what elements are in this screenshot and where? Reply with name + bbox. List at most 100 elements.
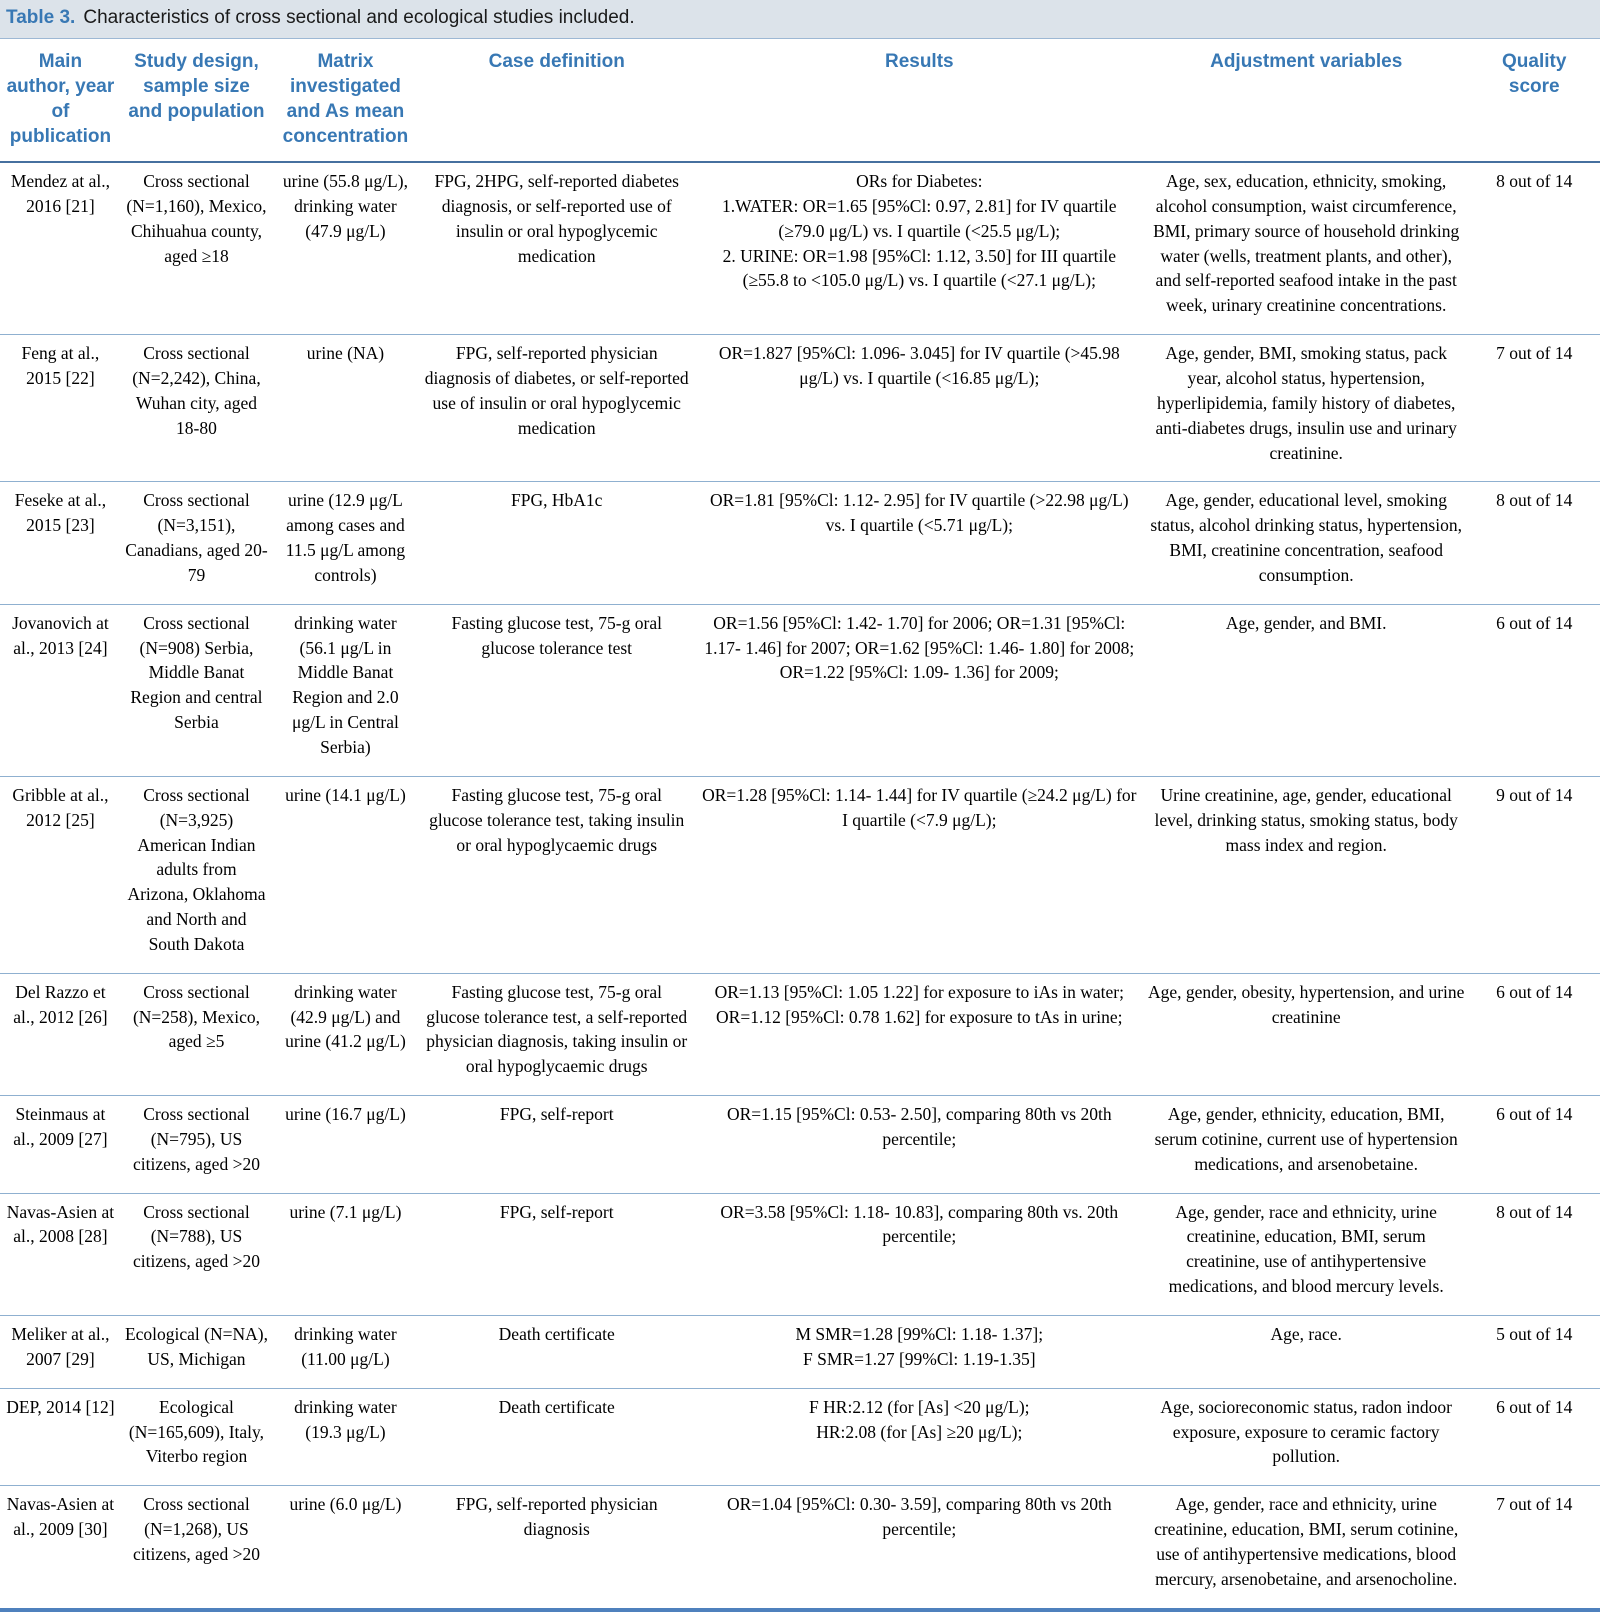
- cell-results: F HR:2.12 (for [As] <20 μg/L); HR:2.08 (…: [694, 1388, 1144, 1487]
- cell-quality: 8 out of 14: [1468, 481, 1600, 605]
- header-row: Main author, year of publication Study de…: [0, 38, 1600, 164]
- cell-case_definition: FPG, self-reported physician diagnosis o…: [418, 334, 695, 483]
- cell-matrix: urine (55.8 μg/L), drinking water (47.9 …: [272, 162, 419, 336]
- cell-results: M SMR=1.28 [99%Cl: 1.18- 1.37]; F SMR=1.…: [694, 1315, 1144, 1389]
- table-header: Main author, year of publication Study de…: [0, 38, 1600, 164]
- cell-adjustment: Age, gender, educational level, smoking …: [1143, 481, 1469, 605]
- cell-author: Mendez at al., 2016 [21]: [0, 162, 121, 336]
- cell-author: Feng at al., 2015 [22]: [0, 334, 121, 483]
- table-row: DEP, 2014 [12] Ecological (N=165,609), It…: [0, 1388, 1600, 1487]
- column-header-adjustment: Adjustment variables: [1143, 38, 1469, 164]
- cell-author: DEP, 2014 [12]: [0, 1388, 121, 1487]
- cell-matrix: drinking water (11.00 μg/L): [272, 1315, 419, 1389]
- cell-matrix: drinking water (42.9 μg/L) and urine (41…: [272, 973, 419, 1097]
- table-body: Mendez at al., 2016 [21] Cross sectional …: [0, 162, 1600, 1612]
- table-caption-text: Characteristics of cross sectional and e…: [83, 7, 635, 28]
- cell-adjustment: Age, gender, BMI, smoking status, pack y…: [1143, 334, 1469, 483]
- cell-adjustment: Age, socioreconomic status, radon indoor…: [1143, 1388, 1469, 1487]
- cell-quality: 6 out of 14: [1468, 1388, 1600, 1487]
- column-header-quality: Quality score: [1468, 38, 1600, 164]
- cell-adjustment: Age, gender, obesity, hypertension, and …: [1143, 973, 1469, 1097]
- cell-case_definition: Fasting glucose test, 75-g oral glucose …: [418, 973, 695, 1097]
- cell-results: OR=1.13 [95%Cl: 1.05 1.22] for exposure …: [694, 973, 1144, 1097]
- cell-results: OR=1.56 [95%Cl: 1.42- 1.70] for 2006; OR…: [694, 604, 1144, 777]
- table-row: Feng at al., 2015 [22] Cross sectional (N…: [0, 334, 1600, 483]
- cell-case_definition: Fasting glucose test, 75-g oral glucose …: [418, 776, 695, 974]
- cell-design: Ecological (N=NA), US, Michigan: [120, 1315, 273, 1389]
- cell-design: Cross sectional (N=1,160), Mexico, Chihu…: [120, 162, 273, 336]
- cell-case_definition: FPG, 2HPG, self-reported diabetes diagno…: [418, 162, 695, 336]
- cell-design: Cross sectional (N=2,242), China, Wuhan …: [120, 334, 273, 483]
- cell-quality: 7 out of 14: [1468, 1485, 1600, 1612]
- cell-author: Gribble at al., 2012 [25]: [0, 776, 121, 974]
- cell-results: OR=1.04 [95%Cl: 0.30- 3.59], comparing 8…: [694, 1485, 1144, 1612]
- table-row: Gribble at al., 2012 [25] Cross sectional…: [0, 776, 1600, 974]
- table-label: Table 3.: [6, 7, 76, 28]
- cell-case_definition: FPG, self-reported physician diagnosis: [418, 1485, 695, 1612]
- cell-design: Cross sectional (N=3,925) American India…: [120, 776, 273, 974]
- cell-results: OR=1.15 [95%Cl: 0.53- 2.50], comparing 8…: [694, 1095, 1144, 1194]
- cell-matrix: urine (12.9 μg/L among cases and 11.5 μg…: [272, 481, 419, 605]
- table-row: Feseke at al., 2015 [23] Cross sectional …: [0, 481, 1600, 605]
- column-header-results: Results: [694, 38, 1144, 164]
- cell-matrix: drinking water (19.3 μg/L): [272, 1388, 419, 1487]
- cell-author: Meliker at al., 2007 [29]: [0, 1315, 121, 1389]
- cell-case_definition: Death certificate: [418, 1388, 695, 1487]
- table-caption-bar: Table 3. Characteristics of cross section…: [0, 0, 1600, 39]
- cell-matrix: urine (NA): [272, 334, 419, 483]
- cell-quality: 9 out of 14: [1468, 776, 1600, 974]
- cell-adjustment: Age, gender, race and ethnicity, urine c…: [1143, 1485, 1469, 1612]
- cell-adjustment: Age, gender, ethnicity, education, BMI, …: [1143, 1095, 1469, 1194]
- cell-case_definition: Death certificate: [418, 1315, 695, 1389]
- table-row: Mendez at al., 2016 [21] Cross sectional …: [0, 162, 1600, 336]
- cell-results: ORs for Diabetes: 1.WATER: OR=1.65 [95%C…: [694, 162, 1144, 336]
- cell-adjustment: Age, gender, and BMI.: [1143, 604, 1469, 777]
- table-row: Del Razzo et al., 2012 [26] Cross section…: [0, 973, 1600, 1097]
- table-row: Steinmaus at al., 2009 [27] Cross section…: [0, 1095, 1600, 1194]
- cell-design: Cross sectional (N=258), Mexico, aged ≥5: [120, 973, 273, 1097]
- table-row: Navas-Asien at al., 2009 [30] Cross secti…: [0, 1485, 1600, 1612]
- cell-case_definition: FPG, HbA1c: [418, 481, 695, 605]
- cell-matrix: drinking water (56.1 μg/L in Middle Bana…: [272, 604, 419, 777]
- cell-results: OR=3.58 [95%Cl: 1.18- 10.83], comparing …: [694, 1193, 1144, 1317]
- cell-results: OR=1.81 [95%Cl: 1.12- 2.95] for IV quart…: [694, 481, 1144, 605]
- studies-table: Main author, year of publication Study de…: [0, 38, 1600, 1612]
- column-header-design: Study design, sample size and population: [120, 38, 273, 164]
- cell-design: Cross sectional (N=908) Serbia, Middle B…: [120, 604, 273, 777]
- cell-quality: 6 out of 14: [1468, 1095, 1600, 1194]
- table-row: Jovanovich at al., 2013 [24] Cross sectio…: [0, 604, 1600, 777]
- cell-adjustment: Age, race.: [1143, 1315, 1469, 1389]
- table-row: Meliker at al., 2007 [29] Ecological (N=N…: [0, 1315, 1600, 1389]
- cell-design: Cross sectional (N=1,268), US citizens, …: [120, 1485, 273, 1612]
- cell-author: Navas-Asien at al., 2008 [28]: [0, 1193, 121, 1317]
- cell-quality: 8 out of 14: [1468, 1193, 1600, 1317]
- cell-matrix: urine (7.1 μg/L): [272, 1193, 419, 1317]
- column-header-matrix: Matrix investigated and As mean concentr…: [272, 38, 419, 164]
- cell-author: Jovanovich at al., 2013 [24]: [0, 604, 121, 777]
- cell-quality: 7 out of 14: [1468, 334, 1600, 483]
- cell-results: OR=1.827 [95%Cl: 1.096- 3.045] for IV qu…: [694, 334, 1144, 483]
- cell-case_definition: FPG, self-report: [418, 1193, 695, 1317]
- cell-case_definition: Fasting glucose test, 75-g oral glucose …: [418, 604, 695, 777]
- cell-case_definition: FPG, self-report: [418, 1095, 695, 1194]
- cell-adjustment: Urine creatinine, age, gender, education…: [1143, 776, 1469, 974]
- cell-matrix: urine (6.0 μg/L): [272, 1485, 419, 1612]
- column-header-author: Main author, year of publication: [0, 38, 121, 164]
- cell-author: Del Razzo et al., 2012 [26]: [0, 973, 121, 1097]
- cell-design: Cross sectional (N=788), US citizens, ag…: [120, 1193, 273, 1317]
- cell-design: Cross sectional (N=795), US citizens, ag…: [120, 1095, 273, 1194]
- table-row: Navas-Asien at al., 2008 [28] Cross secti…: [0, 1193, 1600, 1317]
- cell-quality: 5 out of 14: [1468, 1315, 1600, 1389]
- cell-design: Ecological (N=165,609), Italy, Viterbo r…: [120, 1388, 273, 1487]
- cell-adjustment: Age, gender, race and ethnicity, urine c…: [1143, 1193, 1469, 1317]
- cell-quality: 6 out of 14: [1468, 604, 1600, 777]
- cell-author: Feseke at al., 2015 [23]: [0, 481, 121, 605]
- cell-quality: 6 out of 14: [1468, 973, 1600, 1097]
- cell-matrix: urine (16.7 μg/L): [272, 1095, 419, 1194]
- cell-adjustment: Age, sex, education, ethnicity, smoking,…: [1143, 162, 1469, 336]
- cell-results: OR=1.28 [95%Cl: 1.14- 1.44] for IV quart…: [694, 776, 1144, 974]
- cell-quality: 8 out of 14: [1468, 162, 1600, 336]
- cell-matrix: urine (14.1 μg/L): [272, 776, 419, 974]
- cell-design: Cross sectional (N=3,151), Canadians, ag…: [120, 481, 273, 605]
